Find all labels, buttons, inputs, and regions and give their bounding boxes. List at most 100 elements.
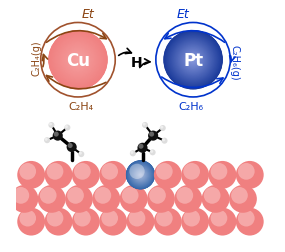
- Circle shape: [64, 47, 92, 74]
- Circle shape: [176, 44, 210, 77]
- Circle shape: [135, 170, 146, 180]
- Circle shape: [184, 51, 202, 70]
- Circle shape: [140, 175, 141, 176]
- Circle shape: [137, 172, 144, 179]
- Circle shape: [178, 45, 208, 76]
- Circle shape: [231, 187, 248, 204]
- Circle shape: [177, 44, 209, 77]
- Circle shape: [191, 58, 196, 63]
- Circle shape: [140, 174, 141, 176]
- Circle shape: [127, 162, 154, 189]
- Circle shape: [174, 185, 202, 213]
- Circle shape: [129, 163, 152, 187]
- Circle shape: [132, 167, 149, 183]
- Circle shape: [56, 39, 99, 82]
- Circle shape: [130, 164, 151, 186]
- Circle shape: [101, 163, 118, 180]
- Circle shape: [49, 123, 52, 126]
- Circle shape: [127, 162, 154, 188]
- Circle shape: [142, 123, 146, 126]
- Circle shape: [57, 40, 99, 81]
- Circle shape: [183, 50, 203, 71]
- Circle shape: [134, 169, 147, 182]
- Circle shape: [78, 60, 79, 61]
- Circle shape: [229, 185, 257, 213]
- Circle shape: [171, 39, 215, 82]
- Circle shape: [135, 169, 146, 181]
- Circle shape: [132, 167, 149, 184]
- Circle shape: [62, 45, 94, 76]
- Circle shape: [131, 166, 150, 184]
- Circle shape: [60, 43, 96, 78]
- Circle shape: [138, 172, 143, 178]
- Circle shape: [189, 56, 198, 65]
- Circle shape: [183, 51, 203, 70]
- Circle shape: [130, 165, 151, 185]
- Circle shape: [48, 122, 54, 129]
- Circle shape: [202, 185, 229, 213]
- Circle shape: [132, 167, 149, 184]
- Circle shape: [175, 43, 211, 78]
- Circle shape: [139, 174, 142, 176]
- Circle shape: [66, 48, 90, 73]
- Circle shape: [170, 38, 216, 83]
- Circle shape: [70, 52, 86, 69]
- Circle shape: [11, 185, 38, 213]
- Circle shape: [184, 51, 203, 70]
- Circle shape: [76, 58, 80, 63]
- Circle shape: [73, 55, 83, 66]
- Circle shape: [183, 50, 203, 71]
- Circle shape: [172, 39, 215, 82]
- Circle shape: [68, 50, 88, 71]
- Text: Pt: Pt: [183, 51, 203, 70]
- Circle shape: [127, 162, 154, 188]
- Circle shape: [76, 58, 80, 62]
- Circle shape: [130, 151, 136, 157]
- Circle shape: [193, 60, 194, 61]
- Circle shape: [101, 210, 118, 227]
- Circle shape: [65, 125, 68, 129]
- Circle shape: [59, 41, 97, 80]
- Circle shape: [77, 60, 79, 61]
- Circle shape: [165, 33, 221, 88]
- Circle shape: [19, 210, 36, 227]
- Circle shape: [139, 144, 144, 149]
- Circle shape: [122, 187, 139, 204]
- Circle shape: [180, 47, 207, 74]
- Circle shape: [68, 50, 88, 71]
- Circle shape: [71, 54, 85, 67]
- Circle shape: [54, 37, 101, 84]
- Circle shape: [182, 49, 204, 72]
- Circle shape: [160, 125, 166, 132]
- Circle shape: [63, 46, 93, 75]
- Circle shape: [129, 210, 145, 227]
- Circle shape: [49, 32, 107, 89]
- Circle shape: [150, 150, 156, 156]
- Circle shape: [60, 43, 95, 78]
- Circle shape: [79, 152, 82, 155]
- Text: Cu: Cu: [66, 51, 90, 70]
- Circle shape: [187, 54, 199, 67]
- Circle shape: [178, 45, 209, 76]
- Circle shape: [68, 143, 73, 148]
- Circle shape: [49, 32, 107, 89]
- Circle shape: [71, 53, 85, 68]
- Circle shape: [139, 173, 142, 177]
- Circle shape: [92, 185, 120, 213]
- Circle shape: [169, 36, 217, 85]
- Circle shape: [139, 173, 142, 177]
- Circle shape: [164, 32, 222, 89]
- Circle shape: [134, 169, 147, 182]
- Circle shape: [171, 39, 215, 82]
- Circle shape: [67, 49, 89, 72]
- Circle shape: [181, 49, 205, 72]
- Circle shape: [185, 52, 201, 69]
- Circle shape: [149, 187, 166, 204]
- Circle shape: [60, 43, 96, 78]
- Circle shape: [135, 170, 146, 180]
- Circle shape: [53, 36, 103, 85]
- Circle shape: [55, 37, 101, 84]
- Circle shape: [192, 59, 195, 62]
- Circle shape: [176, 43, 210, 78]
- Circle shape: [65, 47, 91, 74]
